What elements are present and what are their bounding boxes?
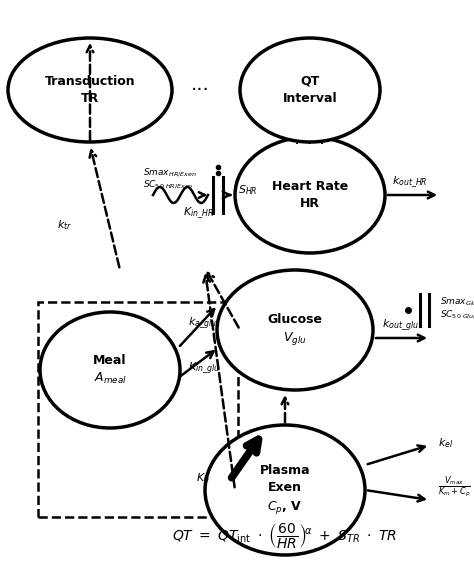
Text: Transduction
TR: Transduction TR	[45, 75, 135, 105]
Text: Heart Rate
HR: Heart Rate HR	[272, 180, 348, 210]
Text: $K_{in\_glu}$: $K_{in\_glu}$	[188, 360, 220, 376]
Text: $k_{tr}$: $k_{tr}$	[57, 218, 72, 232]
Text: $K_{in\_HR}$: $K_{in\_HR}$	[183, 205, 214, 221]
Text: $k_{out\_glu}$: $k_{out\_glu}$	[382, 317, 419, 333]
Ellipse shape	[240, 38, 380, 142]
Text: $SC_{50\ HR/Exen}$: $SC_{50\ HR/Exen}$	[143, 179, 193, 192]
Text: QT
Interval: QT Interval	[283, 75, 337, 105]
Text: ···: ···	[191, 80, 210, 99]
Text: $QT\ =\ QT_{\mathrm{int}}\ \cdot\ \left(\dfrac{60}{HR}\right)^{\!\alpha}\ +\ S_{: $QT\ =\ QT_{\mathrm{int}}\ \cdot\ \left(…	[173, 520, 398, 550]
Text: $\frac{V_{max}}{K_m + C_p}$: $\frac{V_{max}}{K_m + C_p}$	[438, 474, 471, 500]
Text: $SC_{50\ Glu/Exen}$: $SC_{50\ Glu/Exen}$	[440, 309, 474, 321]
Ellipse shape	[235, 137, 385, 253]
Bar	[38, 302, 238, 517]
Text: Plasma
Exen
$C_p$, V: Plasma Exen $C_p$, V	[260, 464, 310, 516]
Text: $k_{el}$: $k_{el}$	[438, 436, 453, 450]
Text: $k_{out\_HR}$: $k_{out\_HR}$	[392, 174, 428, 190]
Text: Meal
$A_{meal}$: Meal $A_{meal}$	[93, 353, 127, 386]
Text: $S_{HR}$: $S_{HR}$	[238, 183, 257, 197]
Text: Glucose
$V_{glu}$: Glucose $V_{glu}$	[267, 313, 322, 347]
Ellipse shape	[205, 425, 365, 555]
Ellipse shape	[217, 270, 373, 390]
Text: $k_{a\_glu}$: $k_{a\_glu}$	[188, 315, 217, 331]
Ellipse shape	[40, 312, 180, 428]
Text: $Smax_{HR/Exen}$: $Smax_{HR/Exen}$	[143, 166, 197, 179]
Text: · · ·: · · ·	[294, 135, 326, 155]
Text: $Smax_{Glu/Exen}$: $Smax_{Glu/Exen}$	[440, 296, 474, 309]
Text: $K_0$: $K_0$	[196, 471, 210, 485]
Ellipse shape	[8, 38, 172, 142]
